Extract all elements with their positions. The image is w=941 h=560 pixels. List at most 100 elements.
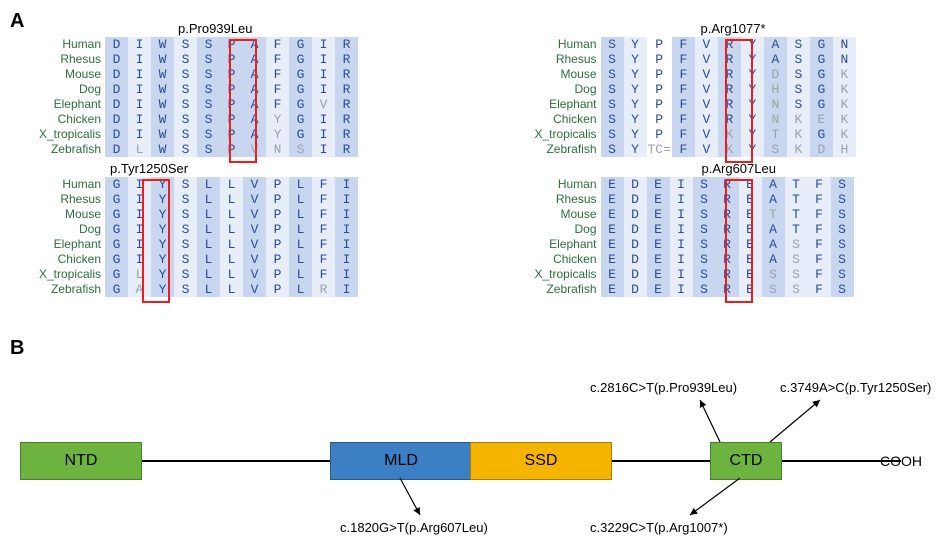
residue-cell: S	[601, 37, 624, 52]
residue-cell: F	[808, 222, 831, 237]
residue-cell: V	[243, 267, 266, 282]
residue-cell: I	[670, 222, 693, 237]
residue-cell: P	[266, 177, 289, 192]
residue-cell: G	[289, 52, 312, 67]
residue-cell: K	[787, 127, 810, 142]
residue-cell: F	[672, 142, 695, 157]
residue-cell: S	[174, 67, 197, 82]
residue-cell: S	[174, 252, 197, 267]
residue-cell: P	[266, 222, 289, 237]
residue-cell: A	[764, 37, 787, 52]
residue-cell: S	[289, 142, 312, 157]
residue-cell: D	[624, 267, 647, 282]
residue-cell: S	[787, 37, 810, 52]
residue-cell: S	[197, 142, 220, 157]
panel-b-label: B	[10, 337, 931, 360]
species-label: Rhesus	[10, 52, 105, 67]
species-label: Chicken	[506, 252, 601, 267]
species-label: X_tropicalis	[506, 127, 601, 142]
residue-cell: S	[787, 82, 810, 97]
residue-cell: V	[243, 192, 266, 207]
residue-cell: L	[220, 222, 243, 237]
residue-cell: W	[151, 67, 174, 82]
species-label: Chicken	[506, 112, 601, 127]
alignment-block: p.Tyr1250SerHumanGIYSLLVPLFIRhesusGIYSLL…	[10, 177, 436, 297]
residue-cell: R	[335, 37, 358, 52]
residue-cell: I	[128, 52, 151, 67]
residue-cell: I	[312, 127, 335, 142]
residue-cell: I	[335, 267, 358, 282]
residue-cell: R	[716, 282, 739, 297]
species-label: Zebrafish	[10, 142, 105, 157]
residue-cell: R	[718, 67, 741, 82]
residue-cell: S	[785, 237, 808, 252]
species-label: X_tropicalis	[506, 267, 601, 282]
residue-cell: P	[220, 142, 243, 157]
residue-cell: D	[624, 192, 647, 207]
residue-cell: E	[739, 222, 762, 237]
residue-cell: R	[716, 177, 739, 192]
residue-cell: I	[128, 37, 151, 52]
residue-cell: T	[785, 177, 808, 192]
residue-cell: P	[220, 112, 243, 127]
residue-cell: A	[243, 82, 266, 97]
residue-cell: E	[739, 237, 762, 252]
residue-cell: S	[831, 237, 854, 252]
mutation-arrow	[700, 400, 720, 442]
alignment-title: p.Arg1077*	[701, 21, 766, 36]
residue-cell: I	[312, 67, 335, 82]
residue-cell: S	[693, 207, 716, 222]
residue-cell: I	[312, 142, 335, 157]
residue-cell: V	[695, 82, 718, 97]
mutation-arrow	[770, 400, 820, 442]
domain-diagram: NTDMLDSSDCTDCOOHc.2816C>T(p.Pro939Leu)c.…	[10, 370, 931, 550]
residue-cell: K	[787, 142, 810, 157]
residue-cell: S	[693, 177, 716, 192]
residue-cell: K	[833, 127, 856, 142]
residue-cell: P	[266, 192, 289, 207]
residue-cell: G	[289, 97, 312, 112]
residue-cell: G	[289, 67, 312, 82]
residue-cell: S	[785, 282, 808, 297]
residue-cell: E	[739, 282, 762, 297]
residue-cell: P	[647, 67, 672, 82]
residue-cell: F	[808, 192, 831, 207]
species-label: Zebrafish	[506, 282, 601, 297]
residue-cell: G	[105, 252, 128, 267]
residue-cell: E	[647, 177, 670, 192]
alignment-table: HumanEDEISREATFSRhesusEDEISREATFSMouseED…	[506, 177, 854, 297]
residue-cell: S	[762, 267, 785, 282]
residue-cell: I	[670, 177, 693, 192]
residue-cell: S	[174, 177, 197, 192]
residue-cell: D	[624, 207, 647, 222]
residue-cell: F	[808, 237, 831, 252]
residue-cell: R	[716, 192, 739, 207]
residue-cell: L	[289, 222, 312, 237]
residue-cell: D	[105, 37, 128, 52]
residue-cell: S	[785, 267, 808, 282]
residue-cell: W	[151, 52, 174, 67]
species-label: Elephant	[10, 237, 105, 252]
residue-cell: F	[808, 252, 831, 267]
residue-cell: S	[693, 282, 716, 297]
species-label: Dog	[10, 82, 105, 97]
residue-cell: A	[762, 192, 785, 207]
residue-cell: A	[243, 52, 266, 67]
residue-cell: L	[128, 267, 151, 282]
residue-cell: V	[695, 112, 718, 127]
species-label: X_tropicalis	[10, 267, 105, 282]
residue-cell: I	[670, 282, 693, 297]
residue-cell: F	[808, 267, 831, 282]
residue-cell: Y	[624, 52, 647, 67]
residue-cell: Y	[151, 237, 174, 252]
residue-cell: Y	[151, 267, 174, 282]
residue-cell: E	[647, 207, 670, 222]
residue-cell: K	[833, 112, 856, 127]
residue-cell: E	[601, 267, 624, 282]
residue-cell: N	[764, 97, 787, 112]
residue-cell: S	[693, 252, 716, 267]
residue-cell: L	[197, 267, 220, 282]
residue-cell: E	[601, 222, 624, 237]
species-label: Human	[506, 177, 601, 192]
residue-cell: V	[243, 142, 266, 157]
